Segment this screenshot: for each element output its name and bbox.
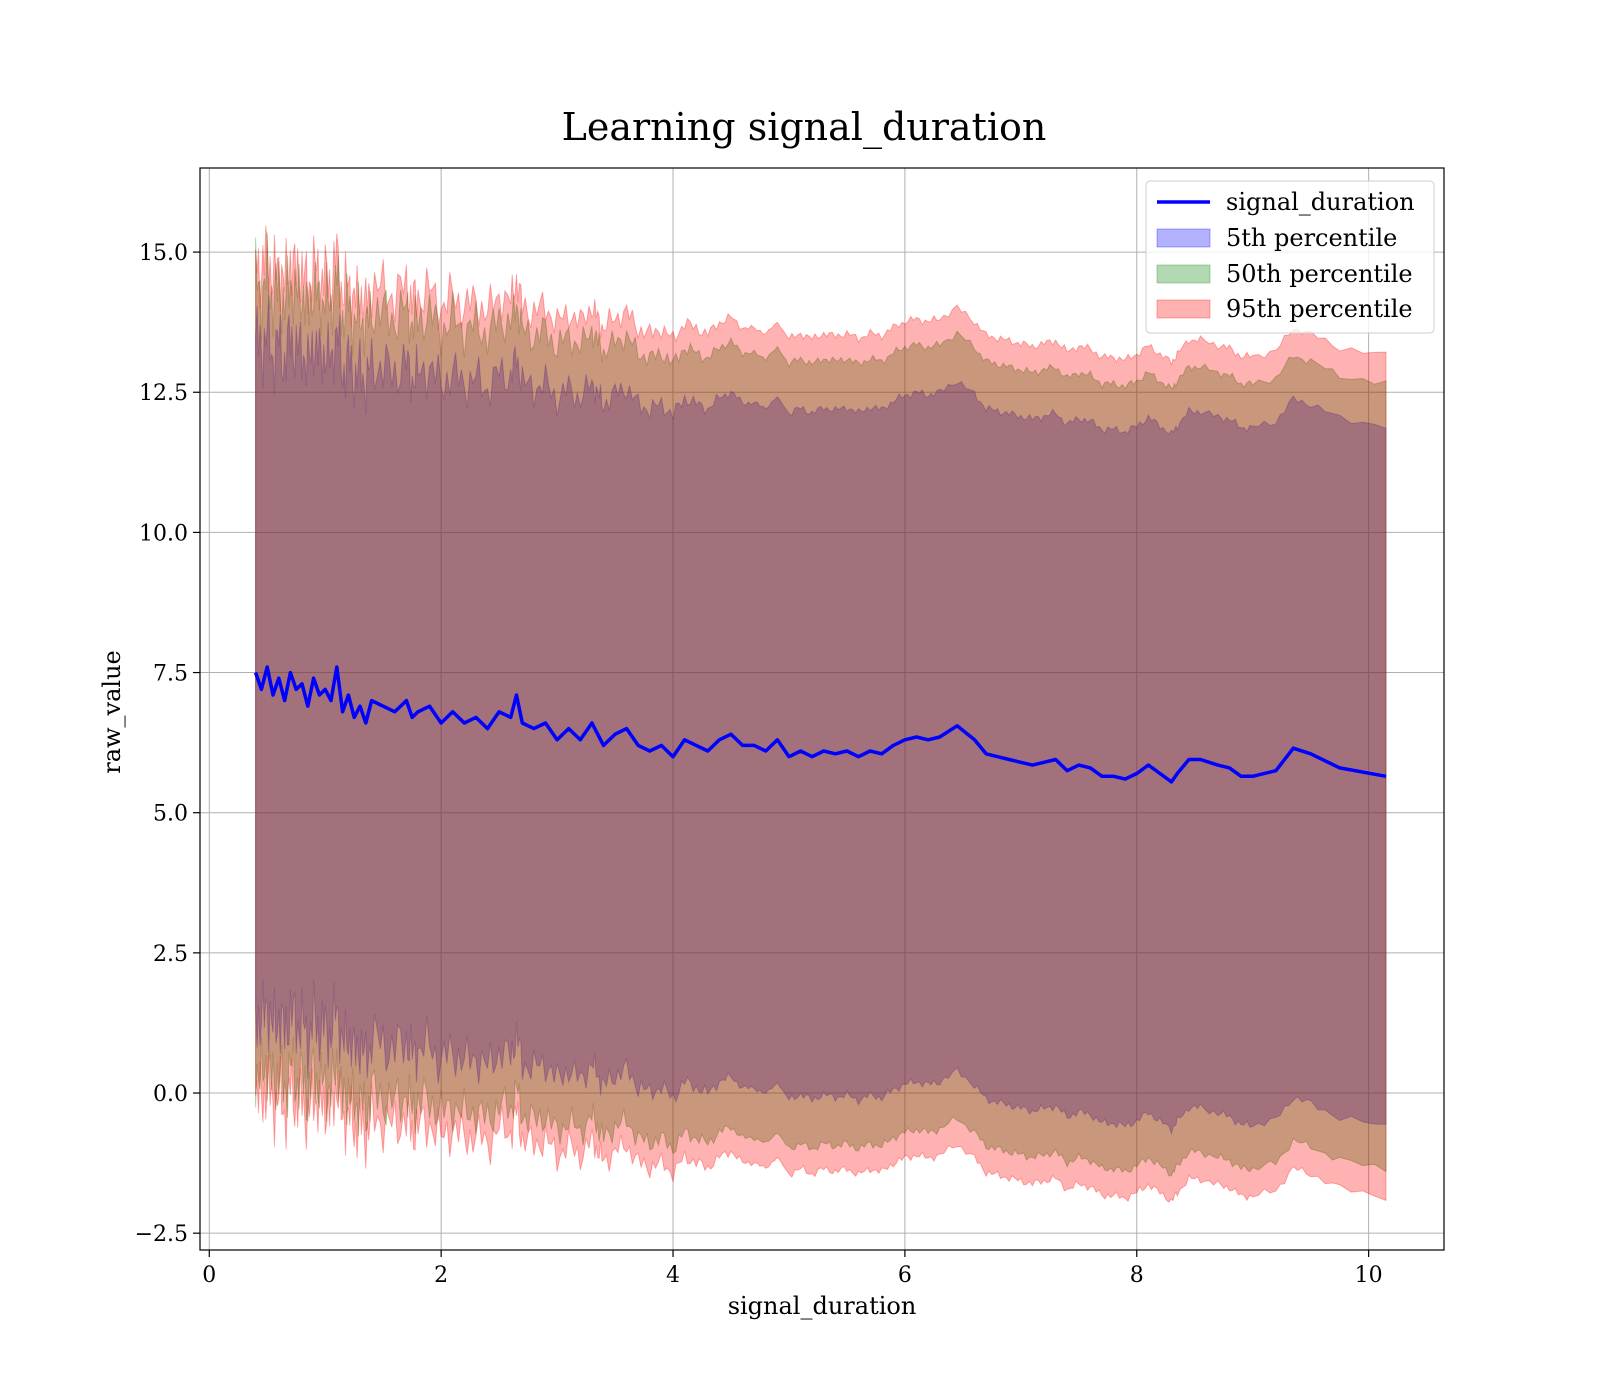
legend-label-line: signal_duration [1226, 188, 1415, 216]
legend-swatch-5th [1156, 228, 1211, 248]
y-tick-label: 5.0 [153, 802, 188, 827]
signal-duration-line [253, 665, 1387, 784]
x-axis-label: signal_duration [728, 1292, 917, 1320]
y-tick-label: 0.0 [153, 1082, 188, 1107]
x-tick-label: 2 [434, 1263, 448, 1288]
axes-frame [199, 167, 1445, 1251]
y-tick-label: 10.0 [139, 521, 188, 546]
x-tick-label: 4 [666, 1263, 680, 1288]
legend: signal_duration 5th percentile 50th perc… [1145, 180, 1435, 334]
legend-label-95th: 95th percentile [1226, 295, 1413, 323]
signal-line-group [253, 665, 1387, 784]
band-50th [255, 232, 1387, 1177]
x-axis-ticks: 0 2 4 6 8 10 [202, 1250, 1383, 1288]
percentile-bands [255, 225, 1387, 1203]
plot-area-border [199, 167, 1445, 1251]
legend-swatch-50th [1156, 264, 1211, 284]
chart-title: Learning signal_duration [562, 105, 1047, 150]
x-tick-label: 10 [1355, 1263, 1383, 1288]
legend-swatch-95th [1156, 299, 1211, 319]
band-95th [255, 225, 1387, 1203]
band-5th [255, 294, 1387, 1136]
y-tick-label: 7.5 [153, 662, 188, 687]
y-axis-ticks: −2.5 0.0 2.5 5.0 7.5 10.0 12.5 15.0 [135, 241, 200, 1247]
x-tick-label: 6 [898, 1263, 912, 1288]
y-tick-label: 15.0 [139, 241, 188, 266]
y-tick-label: 2.5 [153, 942, 188, 967]
legend-label-5th: 5th percentile [1226, 224, 1397, 252]
y-tick-label: −2.5 [135, 1222, 188, 1247]
x-tick-label: 0 [202, 1263, 216, 1288]
x-tick-label: 8 [1130, 1263, 1144, 1288]
legend-label-50th: 50th percentile [1226, 260, 1413, 288]
legend-frame [1145, 180, 1435, 334]
y-axis-label: raw_value [98, 650, 126, 774]
y-tick-label: 12.5 [139, 381, 188, 406]
grid [200, 168, 1444, 1250]
